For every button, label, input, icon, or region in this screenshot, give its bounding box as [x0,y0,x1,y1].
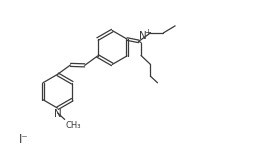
Text: +: + [144,28,151,37]
Text: N: N [54,109,61,119]
Text: CH₃: CH₃ [66,121,81,130]
Text: I⁻: I⁻ [19,133,28,146]
Text: N: N [139,31,147,41]
